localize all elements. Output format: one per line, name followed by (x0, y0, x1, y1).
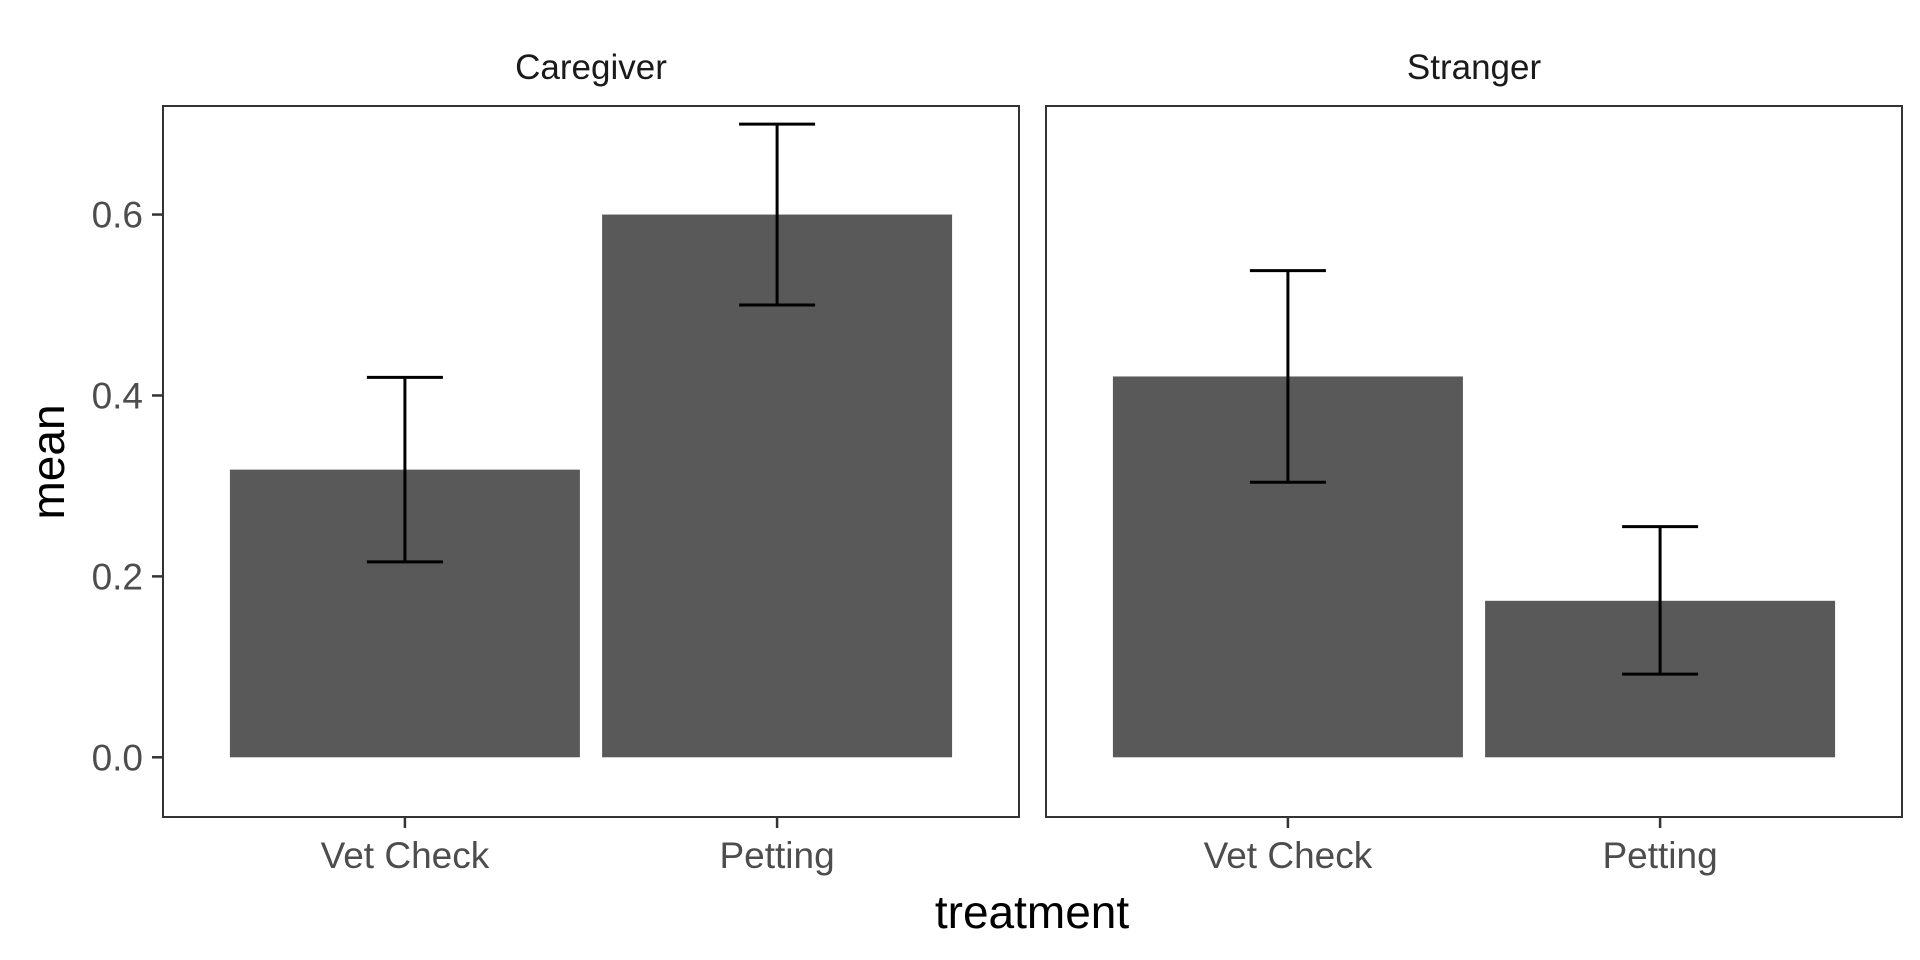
y-tick-label: 0.0 (92, 737, 143, 778)
x-axis-title: treatment (935, 886, 1130, 938)
facet-label: Caregiver (515, 48, 667, 87)
x-tick-label: Vet Check (1204, 835, 1373, 876)
y-tick-label: 0.6 (92, 195, 143, 236)
panel-caregiver: Caregiver Vet Check Petting (162, 48, 1020, 876)
y-tick-label: 0.2 (92, 556, 143, 597)
panel-border (1045, 105, 1903, 818)
x-tick-label: Vet Check (321, 835, 490, 876)
y-axis: 0.0 0.2 0.4 0.6 (92, 195, 163, 778)
x-tick-label: Petting (1602, 835, 1717, 876)
panels: Caregiver Vet Check Petting Stranger Vet Che… (162, 48, 1903, 876)
x-tick-label: Petting (719, 835, 834, 876)
panel-border (162, 105, 1020, 818)
y-axis-title: mean (22, 404, 74, 519)
facet-label: Stranger (1407, 48, 1542, 87)
panel-stranger: Stranger Vet Check Petting (1045, 48, 1903, 876)
y-tick-label: 0.4 (92, 375, 143, 416)
